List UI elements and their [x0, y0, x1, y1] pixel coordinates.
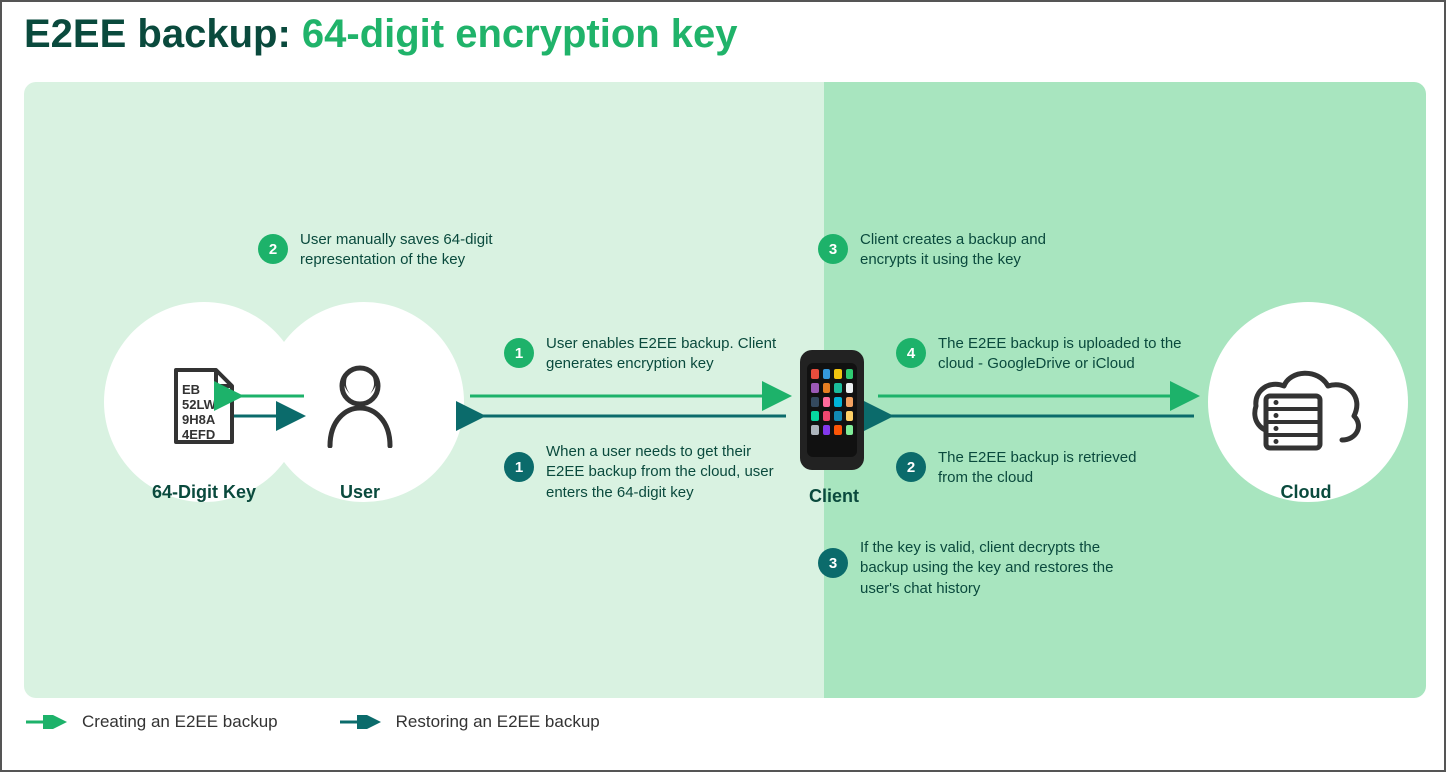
- svg-text:9H8A: 9H8A: [182, 412, 216, 427]
- label-user: User: [320, 482, 400, 503]
- legend: Creating an E2EE backup Restoring an E2E…: [24, 712, 600, 732]
- legend-restore-label: Restoring an E2EE backup: [396, 712, 600, 732]
- client-phone-icon: [800, 350, 864, 470]
- label-key: 64-Digit Key: [124, 482, 284, 503]
- svg-text:52LW: 52LW: [182, 397, 217, 412]
- legend-restore: Restoring an E2EE backup: [338, 712, 600, 732]
- text-step-1-restore: When a user needs to get their E2EE back…: [546, 442, 786, 503]
- text-step-2-save-key: User manually saves 64-digit representat…: [300, 230, 560, 271]
- svg-text:EB: EB: [182, 382, 200, 397]
- legend-create-label: Creating an E2EE backup: [82, 712, 278, 732]
- page-title: E2EE backup: 64-digit encryption key: [24, 12, 738, 57]
- label-client: Client: [802, 486, 866, 507]
- user-icon: [320, 364, 400, 448]
- label-cloud: Cloud: [1256, 482, 1356, 503]
- svg-text:4EFD: 4EFD: [182, 427, 215, 442]
- text-step-4-upload: The E2EE backup is uploaded to the cloud…: [938, 334, 1198, 375]
- legend-create: Creating an E2EE backup: [24, 712, 278, 732]
- title-suffix: 64-digit encryption key: [302, 12, 738, 56]
- text-step-1-enable: User enables E2EE backup. Client generat…: [546, 334, 786, 375]
- diagram-frame: E2EE backup: 64-digit encryption key EB …: [0, 0, 1446, 772]
- badge-step-2-create: 2: [258, 234, 288, 264]
- title-prefix: E2EE backup:: [24, 12, 302, 56]
- text-step-2-retrieve: The E2EE backup is retrieved from the cl…: [938, 448, 1158, 489]
- text-step-3-decrypt: If the key is valid, client decrypts the…: [860, 538, 1120, 599]
- badge-step-2-restore: 2: [896, 452, 926, 482]
- text-step-3-encrypt: Client creates a backup and encrypts it …: [860, 230, 1100, 271]
- badge-step-1-restore: 1: [504, 452, 534, 482]
- cloud-server-icon: [1246, 366, 1366, 454]
- badge-step-3-create: 3: [818, 234, 848, 264]
- badge-step-3-restore: 3: [818, 548, 848, 578]
- badge-step-1-create: 1: [504, 338, 534, 368]
- arrows-user-client: [466, 390, 796, 430]
- diagram-panel: EB 52LW 9H8A 4EFD: [24, 82, 1426, 698]
- arrow-user-to-key: [224, 390, 314, 430]
- arrows-client-cloud: [874, 390, 1204, 430]
- badge-step-4-create: 4: [896, 338, 926, 368]
